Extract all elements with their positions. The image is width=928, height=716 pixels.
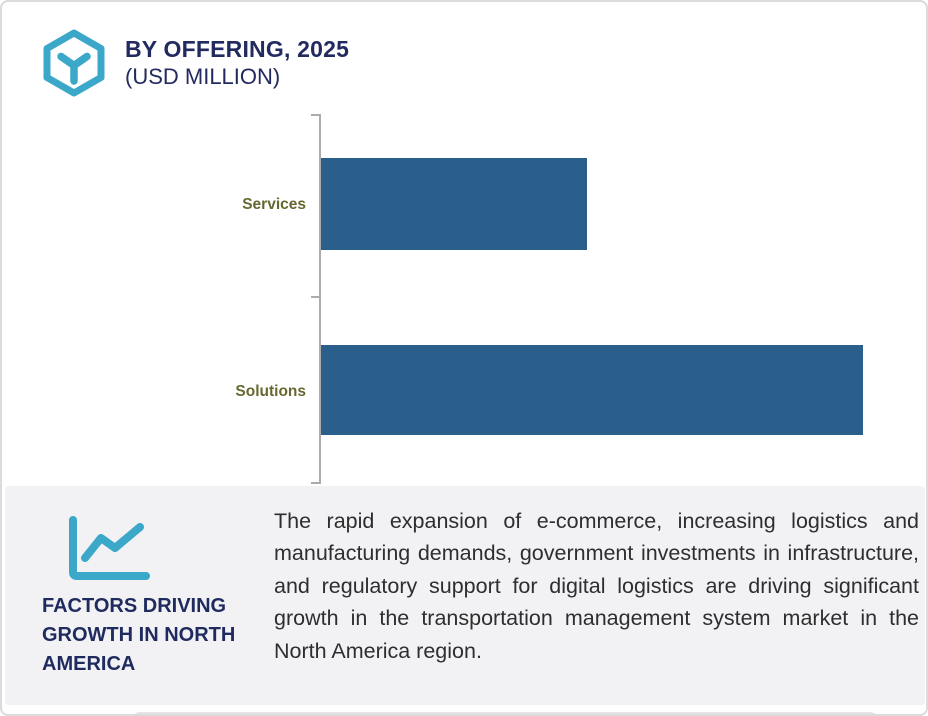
category-label-solutions: Solutions (235, 383, 306, 400)
chart-header: BY OFFERING, 2025 (USD MILLION) (125, 35, 349, 91)
hexagon-cube-icon (40, 28, 108, 98)
category-axis-line (319, 114, 321, 484)
next-section-edge (132, 712, 878, 714)
axis-tick (311, 482, 319, 484)
trend-line-chart-icon (64, 514, 152, 586)
axis-tick (311, 114, 319, 116)
factors-panel (5, 486, 925, 705)
bar-services (321, 158, 587, 250)
category-label-services: Services (242, 196, 306, 213)
axis-tick (311, 296, 319, 298)
chart-title: BY OFFERING, 2025 (125, 36, 350, 62)
bar-solutions (321, 345, 863, 435)
factors-heading: FACTORS DRIVING GROWTH IN NORTH AMERICA (42, 595, 236, 675)
chart-subtitle: (USD MILLION) (125, 64, 281, 89)
factors-body-text: The rapid expansion of e-commerce, incre… (274, 509, 919, 663)
